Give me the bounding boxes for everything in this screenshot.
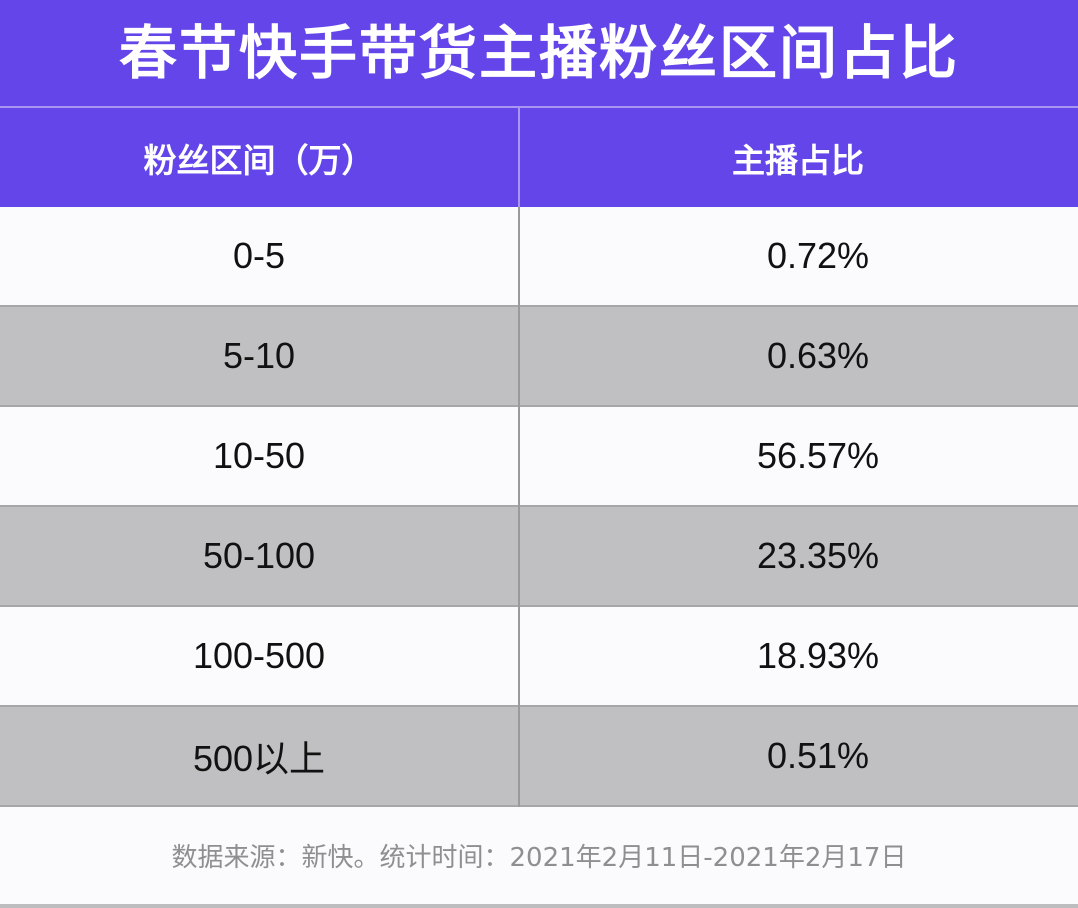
fan-range-cell: 10-50 — [212, 435, 306, 476]
host-share-cell: 56.57% — [756, 435, 880, 476]
host-share-cell: 23.35% — [756, 535, 880, 576]
host-share-cell: 0.63% — [766, 335, 870, 376]
table-row: 5-10 0.63% — [0, 307, 1078, 407]
title-band: 春节快手带货主播粉丝区间占比 — [0, 0, 1078, 106]
fan-range-cell: 500以上 — [192, 738, 326, 779]
table-row: 10-50 56.57% — [0, 407, 1078, 507]
table-row: 500以上 0.51% — [0, 707, 1078, 807]
host-share-cell: 18.93% — [756, 635, 880, 676]
table-row: 100-500 18.93% — [0, 607, 1078, 707]
host-share-cell: 0.72% — [766, 235, 870, 276]
source-note: 数据来源：新快。统计时间：2021年2月11日-2021年2月17日 — [0, 807, 1078, 904]
page-title: 春节快手带货主播粉丝区间占比 — [118, 19, 959, 87]
column-header-fan-range: 粉丝区间（万） — [143, 140, 375, 180]
table-header: 粉丝区间（万） 主播占比 — [0, 108, 1078, 207]
bottom-divider — [0, 904, 1078, 908]
fan-range-cell: 0-5 — [232, 235, 286, 276]
table-row: 50-100 23.35% — [0, 507, 1078, 607]
fan-range-cell: 5-10 — [222, 335, 296, 376]
column-header-host-share: 主播占比 — [732, 140, 864, 180]
fan-range-cell: 100-500 — [192, 635, 326, 676]
column-divider — [518, 207, 520, 807]
header-divider — [0, 106, 1078, 108]
fan-range-cell: 50-100 — [202, 535, 316, 576]
column-divider — [518, 108, 520, 207]
table-body: 0-5 0.72% 5-10 0.63% 10-50 56.57% 50-100… — [0, 207, 1078, 807]
table-row: 0-5 0.72% — [0, 207, 1078, 307]
host-share-cell: 0.51% — [766, 735, 870, 776]
